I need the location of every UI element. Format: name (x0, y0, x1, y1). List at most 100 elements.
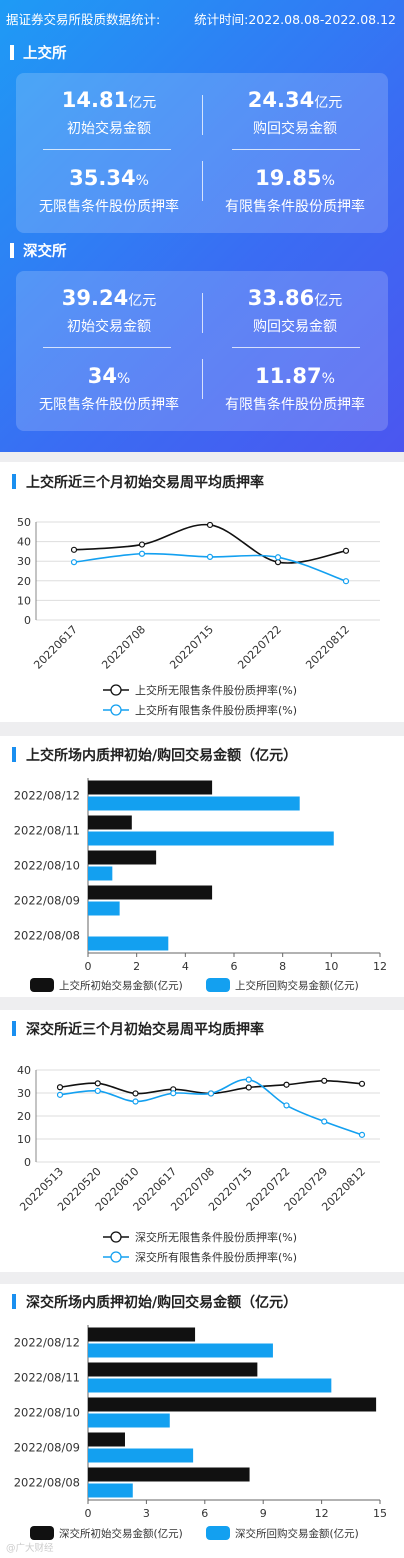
section-gap (0, 722, 404, 736)
divider (202, 293, 203, 333)
y-category-label: 2022/08/10 (14, 859, 80, 873)
y-category-label: 2022/08/11 (14, 1371, 80, 1385)
legend-marker (110, 1231, 122, 1243)
bar (88, 831, 334, 846)
szse-section-label: 深交所 (10, 240, 67, 260)
y-category-label: 2022/08/10 (14, 1406, 80, 1420)
x-tick-label: 12 (315, 1507, 329, 1520)
bar (88, 1343, 273, 1358)
chart2-title: 上交所场内质押初始/购回交易金额（亿元） (12, 745, 297, 765)
divider (232, 347, 360, 348)
x-tick-label: 15 (373, 1507, 387, 1520)
sse-initial-amount: 14.81亿元 初始交易金额 (61, 88, 157, 137)
x-tick-label: 6 (201, 1507, 208, 1520)
x-tick-label: 20220715 (167, 623, 216, 672)
bar (88, 1327, 196, 1342)
legend-swatch (206, 978, 230, 992)
x-tick-label: 20220617 (31, 623, 80, 672)
x-tick-label: 0 (85, 1507, 92, 1520)
chart2-sse-bar: 0 2 4 6 8 10 12 2022/08/12 2022/08/11 2022/08/10 2… (14, 778, 387, 992)
sse-section-label: 上交所 (10, 42, 67, 62)
data-point (342, 547, 350, 554)
y-tick-label: 0 (24, 614, 31, 627)
y-tick-label: 10 (17, 1133, 31, 1146)
x-tick-label: 3 (143, 1507, 150, 1520)
summary-header: 据证券交易所股质数据统计: 统计时间:2022.08.08-2022.08.12 (0, 0, 404, 32)
data-point (274, 559, 282, 566)
x-tick-label: 20220722 (235, 623, 284, 672)
y-category-label: 2022/08/12 (14, 1336, 80, 1350)
bar (88, 1397, 377, 1412)
sse-restricted-rate: 19.85% 有限售条件股份质押率 (225, 166, 365, 215)
bar (88, 1413, 170, 1428)
sse-unrestricted-rate: 35.34% 无限售条件股份质押率 (39, 166, 179, 215)
y-tick-label: 30 (17, 1087, 31, 1100)
legend-swatch (30, 978, 54, 992)
x-tick-label: 10 (324, 960, 338, 973)
legend-swatch (206, 1526, 230, 1540)
data-point (283, 1081, 290, 1088)
divider (202, 95, 203, 135)
chart1-title: 上交所近三个月初始交易周平均质押率 (12, 472, 264, 492)
y-tick-label: 30 (17, 555, 31, 568)
legend-label: 深交所初始交易金额(亿元) (59, 1527, 183, 1540)
watermark-right: 上市公司股东俱乐部服务中心 (268, 1543, 392, 1554)
section-gap (0, 1272, 404, 1284)
divider (43, 149, 171, 150)
legend-label: 深交所回购交易金额(亿元) (235, 1527, 359, 1540)
y-category-label: 2022/08/08 (14, 929, 80, 943)
legend-label: 上交所无限售条件股份质押率(%) (135, 683, 297, 697)
sse-repurchase-amount: 24.34亿元 购回交易金额 (247, 88, 343, 137)
summary-panel: 据证券交易所股质数据统计: 统计时间:2022.08.08-2022.08.12… (0, 0, 404, 452)
data-point (358, 1080, 366, 1087)
data-point (70, 559, 78, 566)
y-category-label: 2022/08/11 (14, 824, 80, 838)
data-point (245, 1084, 252, 1091)
data-point (207, 1090, 215, 1097)
legend-label: 上交所初始交易金额(亿元) (59, 979, 183, 992)
watermark-left: @广大财经 (6, 1543, 54, 1554)
x-tick-label: 0 (85, 960, 92, 973)
divider (202, 161, 203, 201)
legend-label: 上交所回购交易金额(亿元) (235, 979, 359, 992)
y-category-label: 2022/08/12 (14, 789, 80, 803)
y-tick-label: 40 (17, 1064, 31, 1077)
data-point (206, 521, 214, 529)
summary-period: 统计时间:2022.08.08-2022.08.12 (194, 12, 396, 27)
data-point (138, 550, 146, 557)
summary-source: 据证券交易所股质数据统计: (6, 12, 161, 27)
bar (88, 780, 213, 795)
data-point (94, 1087, 101, 1095)
section-gap (0, 452, 404, 462)
data-point (94, 1080, 101, 1087)
bar (88, 866, 113, 881)
bar (88, 1467, 250, 1482)
x-tick-label: 4 (182, 960, 189, 973)
section-gap (0, 997, 404, 1010)
y-tick-label: 0 (24, 1156, 31, 1169)
legend-marker (110, 684, 122, 696)
legend-label: 上交所有限售条件股份质押率(%) (135, 703, 297, 717)
divider (43, 347, 171, 348)
x-tick-label: 8 (279, 960, 286, 973)
legend-label: 深交所有限售条件股份质押率(%) (135, 1250, 297, 1264)
data-point (283, 1102, 290, 1109)
y-tick-label: 50 (17, 516, 31, 529)
x-tick-label: 2 (133, 960, 140, 973)
szse-initial-amount: 39.24亿元 初始交易金额 (61, 286, 157, 335)
x-tick-label: 6 (231, 960, 238, 973)
bar (88, 1448, 194, 1463)
data-point (56, 1091, 64, 1098)
data-point (138, 541, 146, 548)
legend-swatch (30, 1526, 54, 1540)
series-line (59, 1078, 363, 1136)
x-tick-label: 20220812 (303, 623, 352, 672)
x-tick-label: 20220708 (99, 623, 148, 672)
divider (232, 149, 360, 150)
legend-marker (110, 1251, 122, 1263)
y-tick-label: 10 (17, 594, 31, 607)
y-category-label: 2022/08/09 (14, 894, 80, 908)
bar (88, 1432, 125, 1447)
data-point (321, 1118, 328, 1125)
bar (88, 796, 300, 811)
